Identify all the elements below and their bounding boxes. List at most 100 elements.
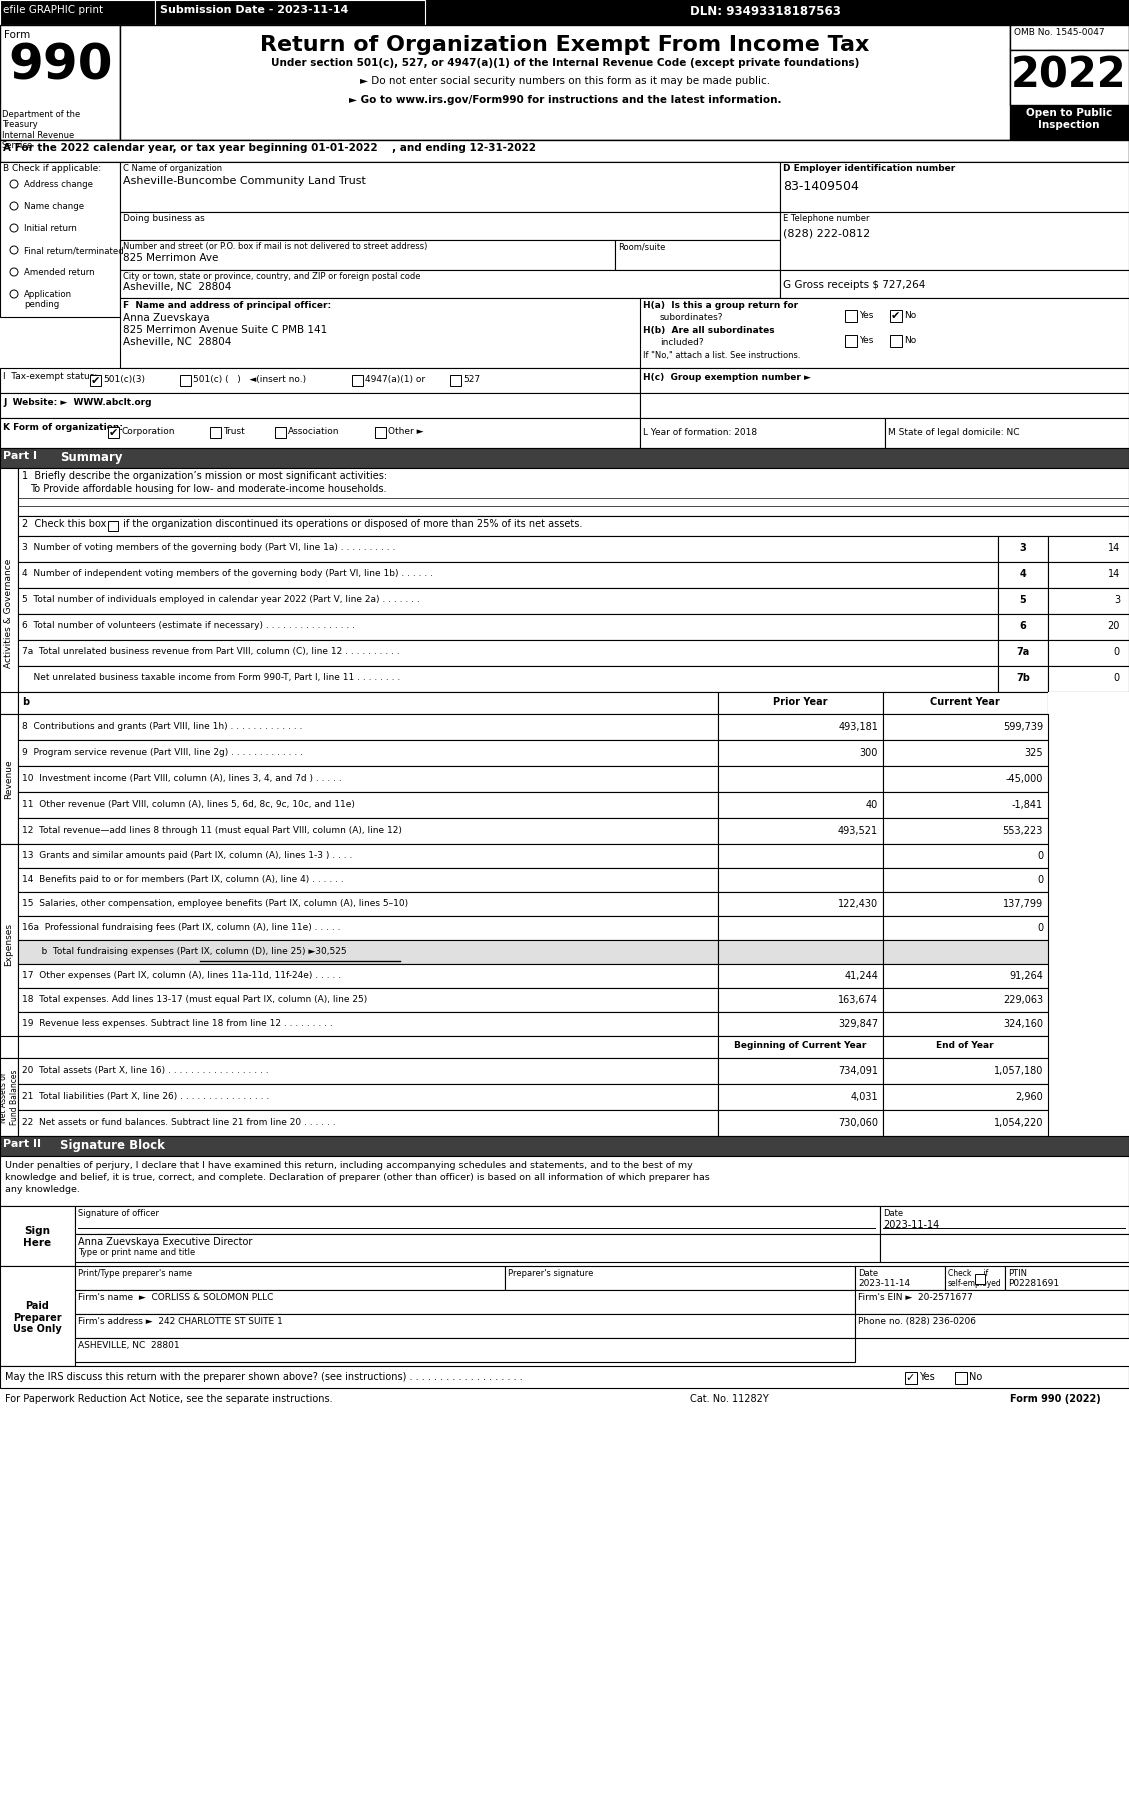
Bar	[1048, 640, 1129, 666]
Text: Form 990 (2022): Form 990 (2022)	[1010, 1393, 1101, 1404]
Bar	[120, 212, 780, 239]
Text: No: No	[904, 336, 917, 345]
Text: Preparer's signature: Preparer's signature	[508, 1270, 594, 1279]
Text: 15  Salaries, other compensation, employee benefits (Part IX, column (A), lines : 15 Salaries, other compensation, employe…	[21, 900, 408, 909]
Text: 3: 3	[1114, 595, 1120, 606]
Bar	[883, 892, 1048, 916]
Text: 7b: 7b	[1016, 673, 1030, 684]
Bar	[275, 426, 286, 437]
Text: 5  Total number of individuals employed in calendar year 2022 (Part V, line 2a) : 5 Total number of individuals employed i…	[21, 595, 420, 604]
Bar	[0, 161, 120, 317]
Bar	[1048, 535, 1129, 562]
Bar	[718, 869, 883, 892]
Text: 734,091: 734,091	[838, 1067, 878, 1076]
Bar	[0, 1036, 18, 1058]
Text: Phone no. (828) 236-0206: Phone no. (828) 236-0206	[858, 1317, 975, 1326]
Text: D Employer identification number: D Employer identification number	[784, 163, 955, 172]
Bar	[883, 869, 1048, 892]
Bar	[375, 426, 386, 437]
Text: May the IRS discuss this return with the preparer shown above? (see instructions: May the IRS discuss this return with the…	[5, 1371, 523, 1382]
Text: Signature of officer: Signature of officer	[78, 1208, 159, 1217]
Text: Other ►: Other ►	[388, 426, 423, 435]
Text: Beginning of Current Year: Beginning of Current Year	[734, 1041, 866, 1050]
Bar	[883, 989, 1048, 1012]
Text: 2022: 2022	[1012, 54, 1127, 96]
Text: efile GRAPHIC print: efile GRAPHIC print	[3, 5, 103, 15]
Text: 493,181: 493,181	[838, 722, 878, 733]
Text: 493,521: 493,521	[838, 825, 878, 836]
Bar	[352, 375, 364, 386]
Text: Type or print name and title: Type or print name and title	[78, 1248, 195, 1257]
Circle shape	[10, 268, 18, 276]
Text: Corporation: Corporation	[121, 426, 175, 435]
Bar	[75, 1339, 855, 1362]
Text: L Year of formation: 2018: L Year of formation: 2018	[644, 428, 758, 437]
Bar	[640, 368, 1129, 394]
Text: 300: 300	[859, 747, 878, 758]
Text: -45,000: -45,000	[1006, 775, 1043, 784]
Bar	[75, 1313, 855, 1339]
Bar	[718, 1085, 883, 1110]
Text: Initial return: Initial return	[24, 223, 77, 232]
Text: -1,841: -1,841	[1012, 800, 1043, 811]
Bar	[0, 0, 155, 25]
Bar	[718, 1110, 883, 1136]
Text: Firm's EIN ►  20-2571677: Firm's EIN ► 20-2571677	[858, 1293, 973, 1302]
Bar	[18, 715, 718, 740]
Text: 21  Total liabilities (Part X, line 26) . . . . . . . . . . . . . . . .: 21 Total liabilities (Part X, line 26) .…	[21, 1092, 269, 1101]
Bar	[18, 588, 998, 613]
Bar	[883, 1058, 1048, 1085]
Bar	[210, 426, 221, 437]
Text: 41,244: 41,244	[844, 970, 878, 981]
Text: M State of legal domicile: NC: M State of legal domicile: NC	[889, 428, 1019, 437]
Bar	[998, 666, 1048, 691]
Bar	[883, 1012, 1048, 1036]
Text: Return of Organization Exempt From Income Tax: Return of Organization Exempt From Incom…	[261, 34, 869, 54]
Text: Doing business as: Doing business as	[123, 214, 204, 223]
Text: Net unrelated business taxable income from Form 990-T, Part I, line 11 . . . . .: Net unrelated business taxable income fr…	[21, 673, 401, 682]
Text: DLN: 93493318187563: DLN: 93493318187563	[690, 5, 841, 18]
Text: C Name of organization: C Name of organization	[123, 163, 222, 172]
Text: Paid
Preparer
Use Only: Paid Preparer Use Only	[12, 1301, 61, 1335]
Text: 17  Other expenses (Part IX, column (A), lines 11a-11d, 11f-24e) . . . . .: 17 Other expenses (Part IX, column (A), …	[21, 970, 341, 980]
Bar	[718, 892, 883, 916]
Text: 229,063: 229,063	[1003, 996, 1043, 1005]
Text: 6: 6	[1019, 620, 1026, 631]
Text: G Gross receipts $ 727,264: G Gross receipts $ 727,264	[784, 279, 926, 290]
Text: Cat. No. 11282Y: Cat. No. 11282Y	[690, 1393, 769, 1404]
Bar	[998, 562, 1048, 588]
Bar	[0, 691, 18, 715]
Text: ASHEVILLE, NC  28801: ASHEVILLE, NC 28801	[78, 1341, 180, 1350]
Text: J  Website: ►  WWW.abclt.org: J Website: ► WWW.abclt.org	[3, 397, 151, 406]
Text: End of Year: End of Year	[936, 1041, 994, 1050]
Bar	[18, 963, 718, 989]
Bar	[883, 818, 1048, 844]
Text: 20: 20	[1108, 620, 1120, 631]
Text: Firm's name  ►  CORLISS & SOLOMON PLLC: Firm's name ► CORLISS & SOLOMON PLLC	[78, 1293, 273, 1302]
Text: 325: 325	[1024, 747, 1043, 758]
Text: Anna Zuevskaya Executive Director: Anna Zuevskaya Executive Director	[78, 1237, 253, 1246]
Bar	[883, 940, 1048, 963]
Text: Check     if
self-employed: Check if self-employed	[948, 1270, 1001, 1288]
Bar	[718, 818, 883, 844]
Text: 1  Briefly describe the organization’s mission or most significant activities:: 1 Briefly describe the organization’s mi…	[21, 472, 387, 481]
Bar	[18, 916, 718, 940]
Text: 0: 0	[1114, 648, 1120, 657]
Bar	[18, 1036, 718, 1058]
Text: ✔: ✔	[90, 375, 100, 386]
Text: Application
pending: Application pending	[24, 290, 72, 310]
Bar	[998, 588, 1048, 613]
Text: ✔: ✔	[891, 312, 900, 321]
Text: Submission Date - 2023-11-14: Submission Date - 2023-11-14	[160, 5, 349, 15]
Bar	[18, 515, 1129, 535]
Text: Department of the
Treasury
Internal Revenue
Service: Department of the Treasury Internal Reve…	[2, 111, 80, 151]
Circle shape	[10, 223, 18, 232]
Bar	[0, 1156, 1129, 1206]
Text: 10  Investment income (Part VIII, column (A), lines 3, 4, and 7d ) . . . . .: 10 Investment income (Part VIII, column …	[21, 775, 342, 784]
Bar	[120, 161, 780, 212]
Bar	[0, 417, 640, 448]
Bar	[0, 368, 640, 394]
Bar	[640, 394, 1129, 417]
Bar	[855, 1313, 1129, 1339]
Bar	[18, 468, 1129, 515]
